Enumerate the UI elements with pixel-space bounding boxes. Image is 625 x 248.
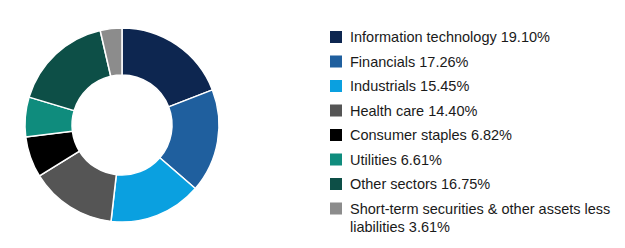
legend-text: liabilities <box>350 219 405 235</box>
legend-label: Health care 14.40% <box>350 103 477 119</box>
legend-label: Financials 17.26% <box>350 54 469 70</box>
chart: Information technology 19.10% Financials … <box>0 0 625 248</box>
legend-label: Information technology 19.10% <box>350 29 550 45</box>
slice <box>111 158 195 222</box>
legend-text: 6.82% <box>467 127 512 143</box>
legend-text: 19.10% <box>497 29 550 45</box>
legend-swatch <box>330 80 342 92</box>
legend-text: 6.61% <box>397 152 442 168</box>
legend-swatch <box>330 178 342 190</box>
legend-text: Information technology <box>350 29 497 45</box>
legend-label: Short-term securities & other assets les… <box>350 201 610 235</box>
legend-swatch <box>330 56 342 68</box>
legend-text: Short-term securities & other assets les… <box>350 201 610 217</box>
legend-text: 14.40% <box>424 103 477 119</box>
slice <box>100 28 122 76</box>
legend-text: Utilities <box>350 152 397 168</box>
legend-text: Industrials <box>350 78 416 94</box>
slices <box>25 28 219 222</box>
legend-swatch <box>330 154 342 166</box>
slice <box>29 30 111 110</box>
legend-swatch <box>330 105 342 117</box>
legend-text: 3.61% <box>405 219 450 235</box>
legend-text: Health care <box>350 103 424 119</box>
legend-text: Consumer staples <box>350 127 467 143</box>
legend-text: Financials <box>350 54 415 70</box>
legend-label: Utilities 6.61% <box>350 152 442 168</box>
legend-text: Other sectors <box>350 176 437 192</box>
legend-text: 17.26% <box>415 54 468 70</box>
legend: Information technology 19.10% Financials … <box>330 29 610 235</box>
legend-label: Other sectors 16.75% <box>350 176 490 192</box>
legend-text: 15.45% <box>416 78 469 94</box>
legend-swatch <box>330 203 342 215</box>
legend-swatch <box>330 129 342 141</box>
slice <box>26 131 80 176</box>
legend-label: Industrials 15.45% <box>350 78 469 94</box>
legend-text: 16.75% <box>437 176 490 192</box>
legend-label: Consumer staples 6.82% <box>350 127 512 143</box>
legend-swatch <box>330 31 342 43</box>
